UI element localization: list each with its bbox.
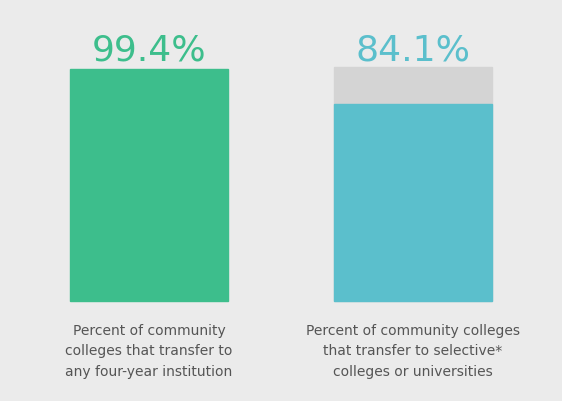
Text: Percent of community
colleges that transfer to
any four-year institution: Percent of community colleges that trans… (65, 323, 233, 378)
Bar (334, 68, 492, 301)
Bar (70, 69, 228, 301)
Bar (334, 105, 492, 301)
Text: 99.4%: 99.4% (92, 33, 206, 67)
Text: Percent of community colleges
that transfer to selective*
colleges or universiti: Percent of community colleges that trans… (306, 323, 520, 378)
Text: 84.1%: 84.1% (356, 33, 470, 67)
